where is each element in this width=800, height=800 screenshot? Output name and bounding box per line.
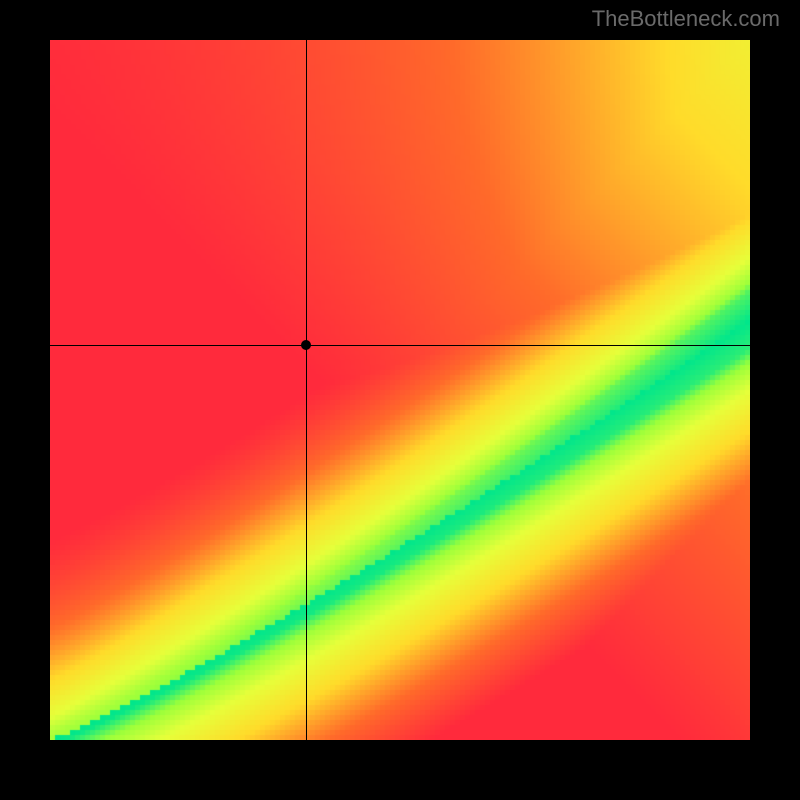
heatmap-canvas	[50, 40, 750, 740]
crosshair-horizontal	[50, 345, 750, 346]
crosshair-vertical	[306, 40, 307, 740]
plot-area	[50, 40, 750, 740]
figure-frame: TheBottleneck.com	[0, 0, 800, 800]
marker-point	[301, 340, 311, 350]
watermark-text: TheBottleneck.com	[592, 6, 780, 32]
